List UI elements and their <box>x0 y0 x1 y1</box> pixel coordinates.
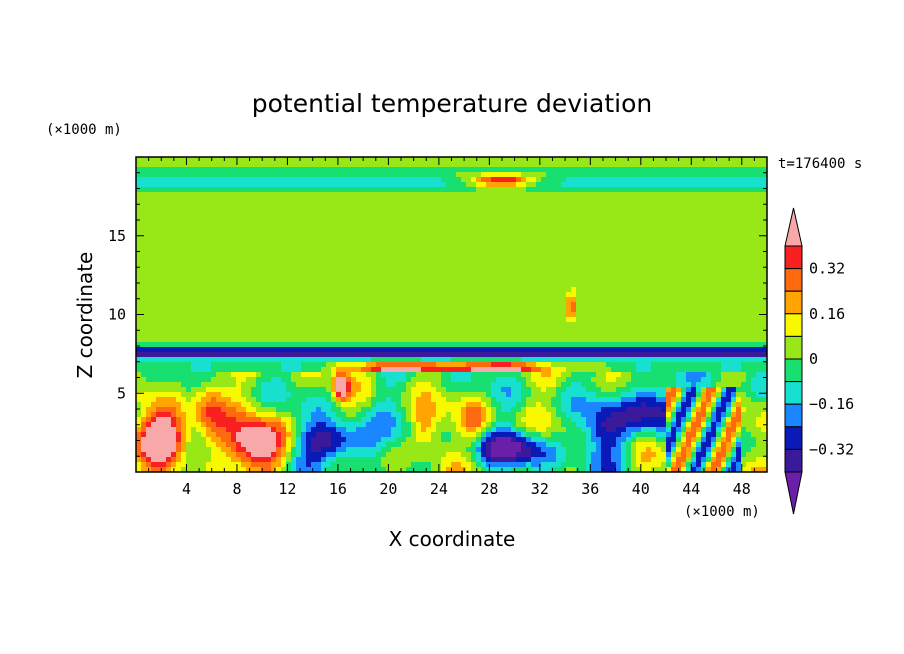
x-tick-label: 20 <box>379 480 397 498</box>
colorbar-label: 0.32 <box>809 260 845 278</box>
colorbar-swatch <box>784 448 803 473</box>
colorbar-label: −0.32 <box>809 440 854 458</box>
y-axis: 5 10 15 <box>108 172 767 457</box>
x-tick-label: 44 <box>682 480 700 498</box>
colorbar-swatch <box>784 245 803 270</box>
colorbar-swatch <box>784 381 803 405</box>
y-axis-title: Z coordinate <box>73 252 97 379</box>
x-unit-label: (×1000 m) <box>684 504 760 520</box>
x-axis: 4 8 12 16 20 24 28 32 36 40 44 48 <box>148 157 755 498</box>
colorbar-swatch <box>784 426 803 450</box>
x-tick-label: 16 <box>329 480 347 498</box>
x-axis-title: X coordinate <box>389 527 516 551</box>
colorbar-swatch <box>784 403 803 428</box>
x-tick-label: 32 <box>531 480 549 498</box>
time-label: t=176400 s <box>778 156 862 172</box>
colorbar-swatch <box>784 313 803 337</box>
x-tick-label: 28 <box>480 480 498 498</box>
contour-field <box>136 157 767 472</box>
colorbar-swatch <box>784 335 803 360</box>
colorbar-bottom-arrow <box>784 471 803 515</box>
x-tick-label: 48 <box>733 480 751 498</box>
colorbar: 0.32 0.16 0 −0.16 −0.32 <box>784 207 854 515</box>
colorbar-label: −0.16 <box>809 395 854 413</box>
colorbar-label: 0 <box>809 350 818 368</box>
colorbar-swatch <box>784 358 803 383</box>
colorbar-swatch <box>784 290 803 315</box>
chart-title: potential temperature deviation <box>252 89 652 118</box>
x-tick-label: 8 <box>232 480 241 498</box>
x-tick-label: 4 <box>182 480 191 498</box>
colorbar-label: 0.16 <box>809 305 845 323</box>
y-tick-label: 15 <box>108 227 126 245</box>
y-unit-label: (×1000 m) <box>46 122 122 138</box>
x-tick-label: 36 <box>581 480 599 498</box>
colorbar-swatch <box>784 268 803 292</box>
colorbar-top-arrow <box>784 207 803 247</box>
x-tick-label: 12 <box>278 480 296 498</box>
x-tick-label: 40 <box>632 480 650 498</box>
y-tick-label: 5 <box>117 384 126 402</box>
x-tick-label: 24 <box>430 480 448 498</box>
y-tick-label: 10 <box>108 306 126 324</box>
